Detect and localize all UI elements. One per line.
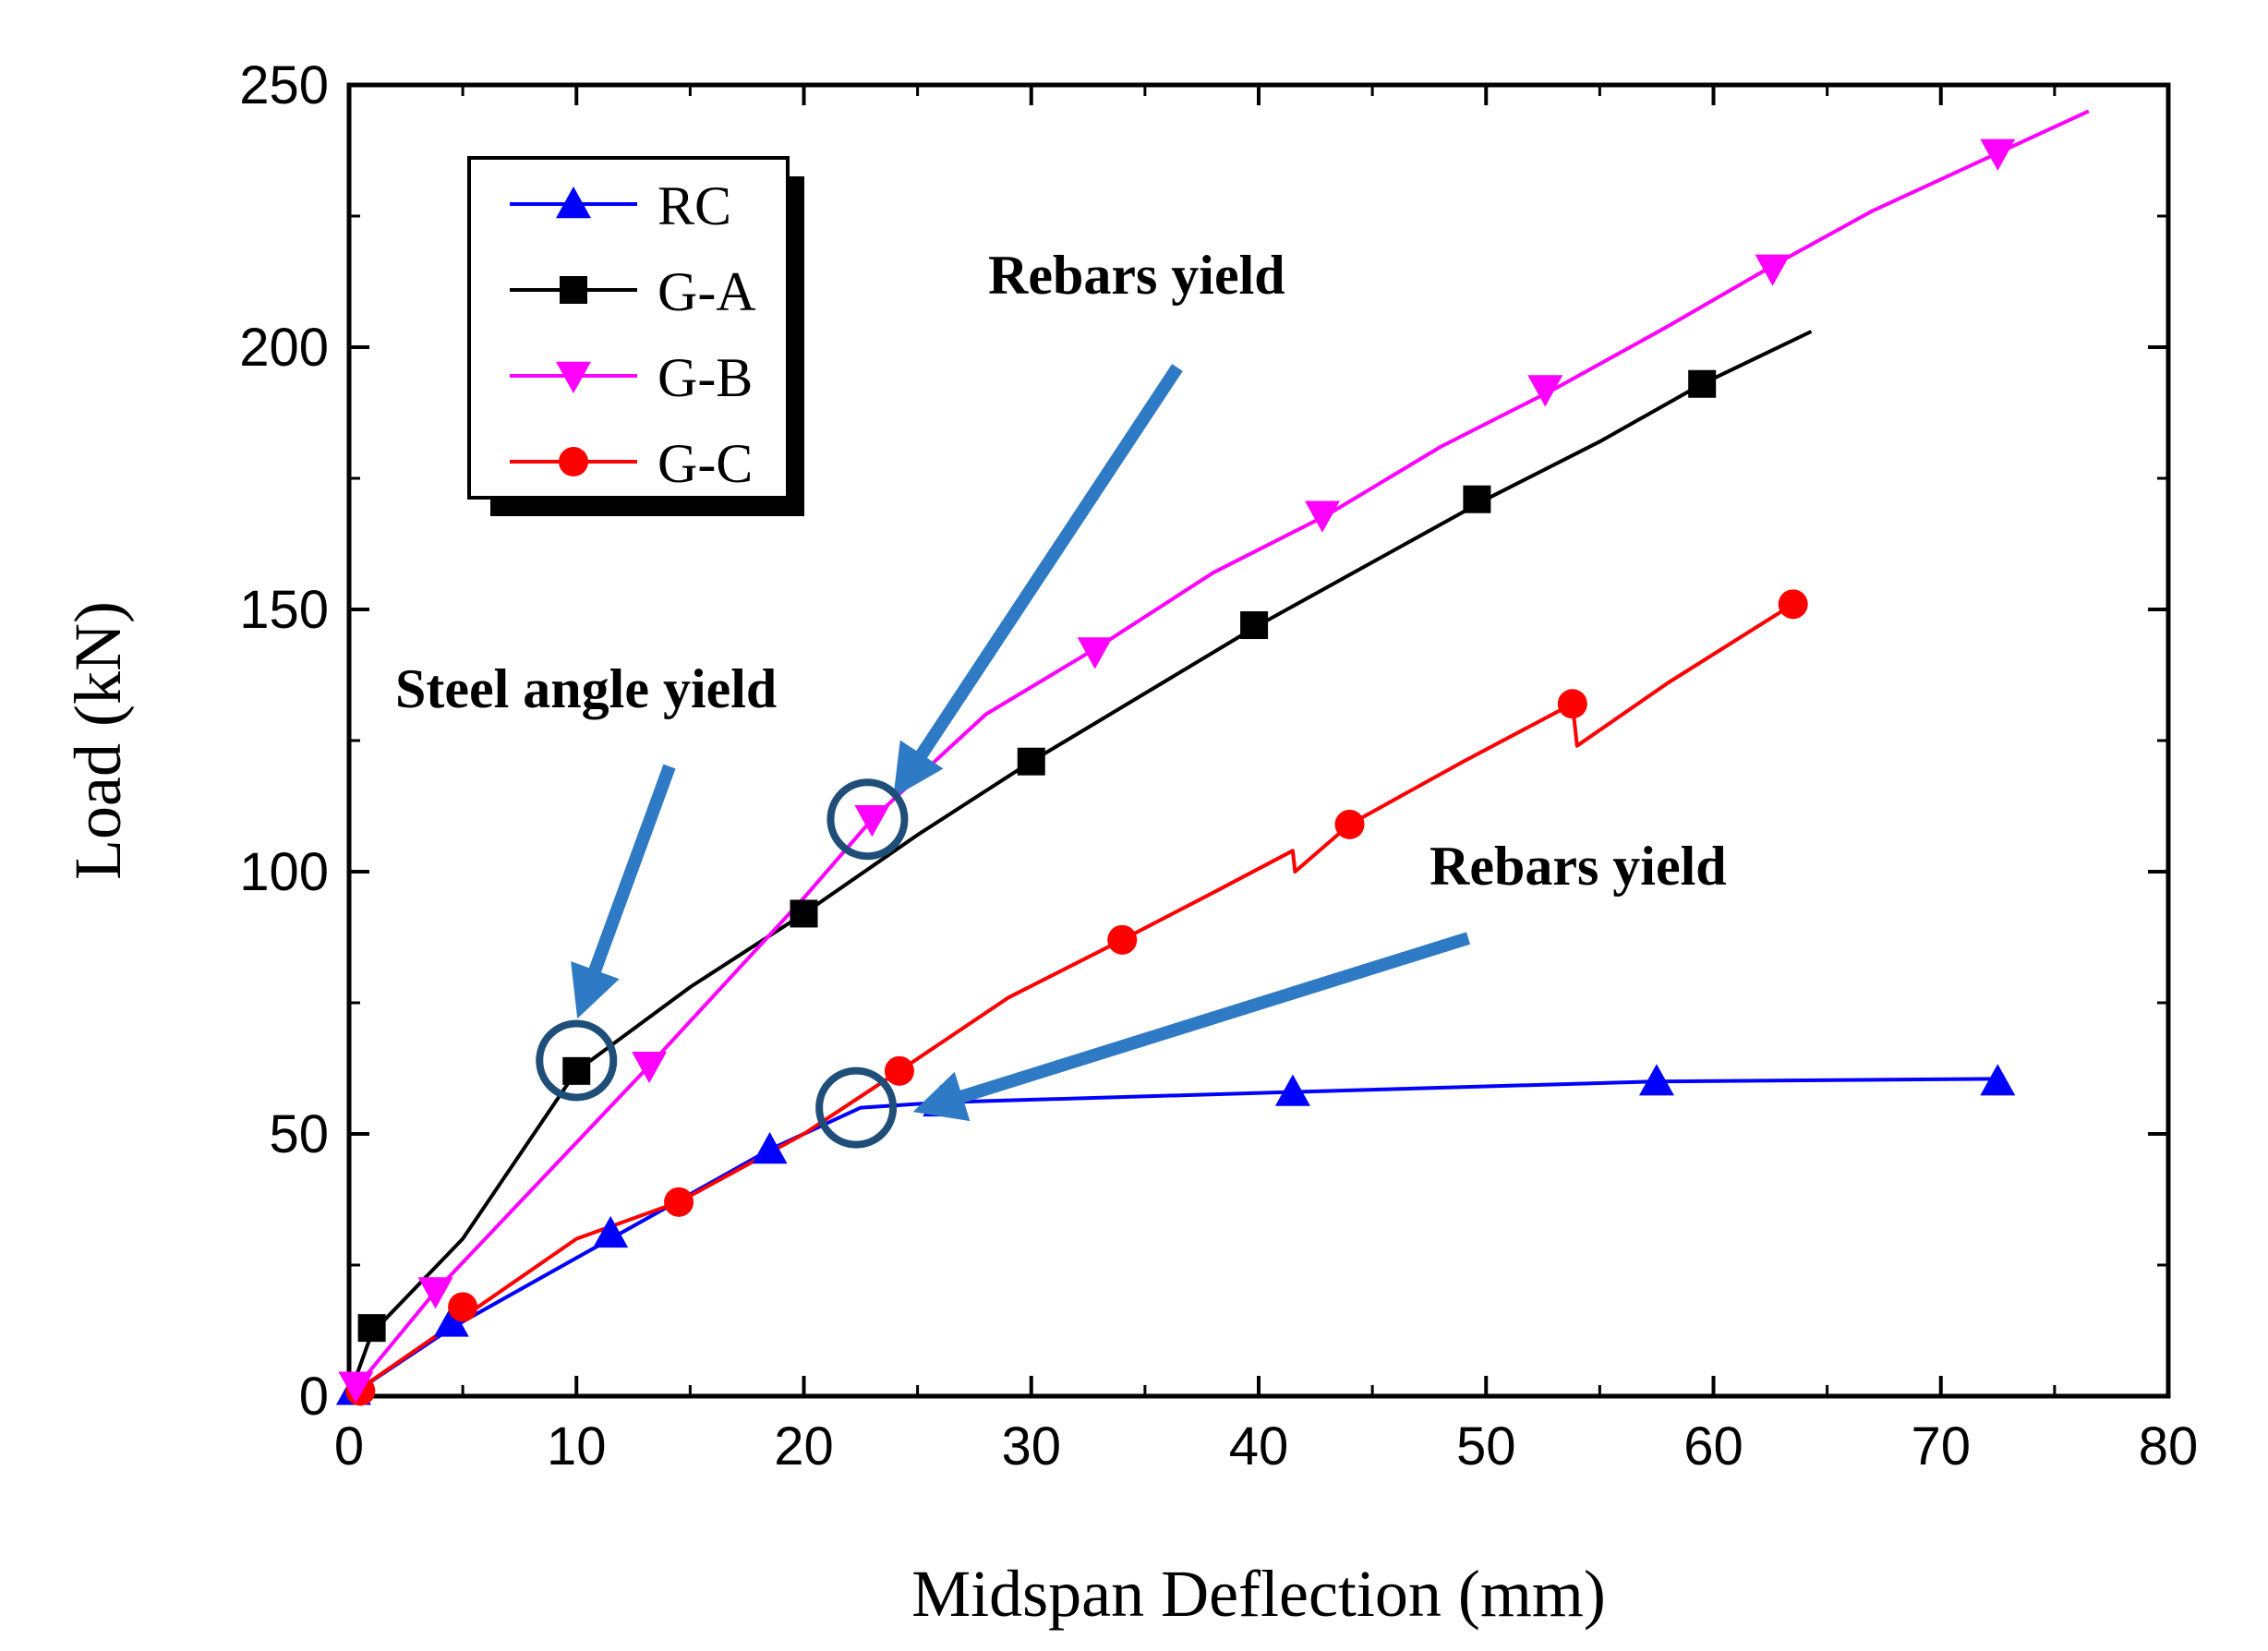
data-point-rc [593, 1215, 629, 1248]
data-point-g-a [1017, 747, 1045, 776]
legend-label-g-b: G-B [657, 347, 753, 408]
annotation-arrow-steel-angle-yield [571, 764, 676, 1019]
legend-marker-g-c [559, 447, 588, 476]
data-point-g-c [664, 1187, 694, 1217]
data-point-g-b [1077, 637, 1113, 669]
data-point-rc [1274, 1074, 1310, 1106]
data-point-g-b [338, 1371, 374, 1404]
y-tick-label: 250 [239, 55, 329, 115]
data-point-g-b [1527, 375, 1563, 407]
x-tick-label: 80 [2139, 1416, 2199, 1476]
y-axis-title: Load (kN) [61, 601, 135, 880]
data-point-g-b [1304, 500, 1340, 533]
data-point-rc [1980, 1064, 2016, 1096]
y-tick-label: 200 [239, 318, 329, 378]
annotation-arrow-rebars-yield-lower [912, 932, 1471, 1122]
x-tick-label: 10 [547, 1416, 607, 1476]
legend-label-g-c: G-C [657, 433, 753, 494]
data-point-g-a [1463, 485, 1491, 513]
legend-marker-rc [556, 187, 591, 219]
annotation-arrow-rebars-yield-upper [893, 364, 1183, 798]
data-point-g-b [1755, 254, 1791, 286]
data-point-g-c [1334, 809, 1365, 839]
x-tick-label: 70 [1911, 1416, 1971, 1476]
data-point-g-b [854, 805, 890, 838]
legend-box [467, 156, 790, 500]
legend-marker-g-a [560, 276, 587, 304]
legend-marker-g-b [556, 361, 591, 393]
x-tick-label: 50 [1456, 1416, 1516, 1476]
annotation-label-rebars-yield-upper: Rebars yield [988, 245, 1285, 306]
data-point-g-c [1778, 589, 1808, 620]
series-line-rc [347, 1077, 1998, 1398]
y-tick-label: 50 [269, 1104, 329, 1164]
data-point-g-c [1557, 689, 1587, 719]
data-point-g-b [632, 1051, 668, 1084]
data-point-g-c [1107, 924, 1138, 955]
x-tick-label: 30 [1001, 1416, 1061, 1476]
data-point-rc [1638, 1064, 1674, 1096]
data-point-g-a [1688, 369, 1717, 398]
y-tick-label: 150 [239, 580, 329, 640]
data-point-g-a [790, 899, 818, 928]
legend-label-g-a: G-A [657, 261, 756, 322]
data-point-g-a [357, 1314, 386, 1343]
annotation-label-rebars-yield-lower: Rebars yield [1430, 836, 1727, 897]
y-tick-label: 100 [239, 842, 329, 902]
series-line-g-b [347, 109, 2090, 1398]
data-point-g-c [884, 1055, 914, 1086]
data-point-g-b [1980, 139, 2016, 171]
annotation-label-steel-angle-yield: Steel angle yield [395, 658, 777, 719]
x-tick-label: 60 [1683, 1416, 1743, 1476]
x-tick-label: 0 [334, 1416, 364, 1476]
data-point-g-a [1240, 611, 1269, 640]
x-tick-label: 40 [1229, 1416, 1289, 1476]
data-point-g-a [562, 1056, 591, 1085]
annotation-circle-rebars-yield-lower [815, 1067, 898, 1149]
x-tick-label: 20 [774, 1416, 834, 1476]
series-line-g-c [347, 602, 1794, 1398]
x-axis-title: Midspan Deflection (mm) [911, 1557, 1606, 1631]
legend: RC G-A G-B G-C [467, 156, 804, 516]
annotation-circle-rebars-yield-upper [826, 778, 909, 861]
data-point-g-b [417, 1277, 453, 1309]
data-point-rc [752, 1132, 788, 1164]
data-point-g-c [448, 1292, 478, 1322]
y-tick-label: 0 [299, 1367, 329, 1427]
data-point-rc [433, 1305, 469, 1337]
annotation-circle-steel-angle-yield [536, 1019, 618, 1102]
legend-label-rc: RC [657, 175, 731, 236]
